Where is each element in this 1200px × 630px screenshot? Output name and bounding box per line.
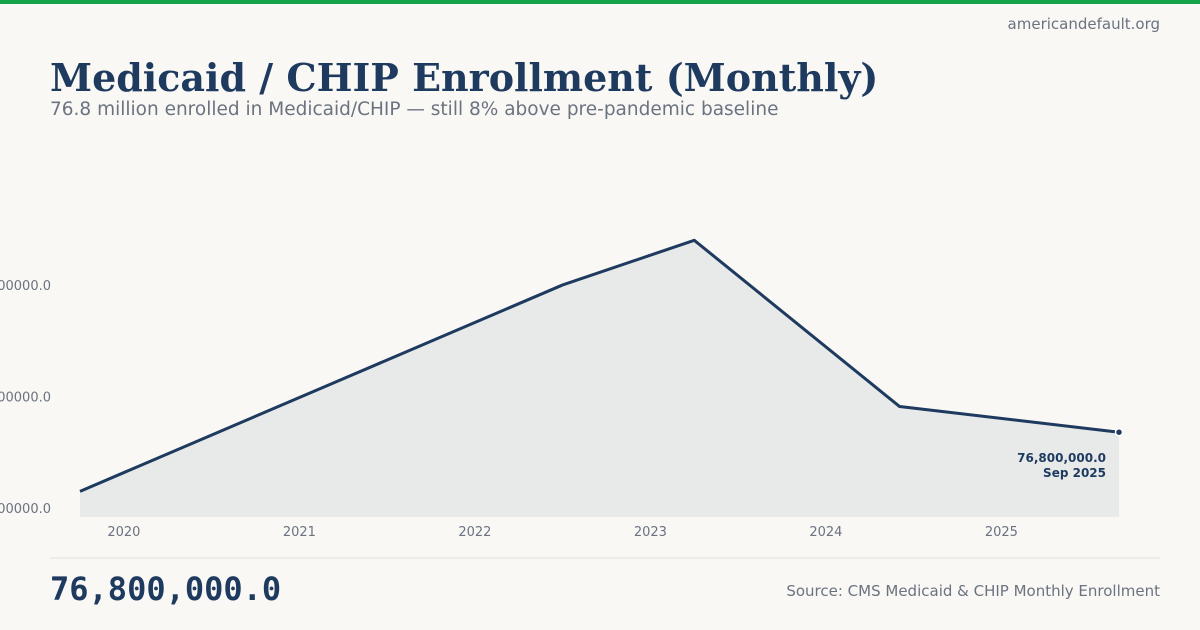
y-tick-label: 90000000.0 bbox=[0, 279, 51, 294]
annotation-date: Sep 2025 bbox=[1043, 466, 1106, 480]
chart-title: Medicaid / CHIP Enrollment (Monthly) bbox=[50, 55, 878, 100]
headline-value: 76,800,000.0 bbox=[50, 570, 281, 608]
annotation-value: 76,800,000.0 bbox=[1017, 451, 1106, 465]
site-name: americandefault.org bbox=[1008, 15, 1160, 33]
top-bar bbox=[0, 0, 1200, 4]
x-tick-label: 2021 bbox=[283, 525, 316, 540]
x-tick-label: 2023 bbox=[634, 525, 667, 540]
area-fill bbox=[80, 240, 1119, 518]
chart-subtitle: 76.8 million enrolled in Medicaid/CHIP —… bbox=[50, 99, 778, 120]
line bbox=[79, 238, 1120, 493]
y-tick-label: 70000000.0 bbox=[0, 502, 51, 517]
x-tick-label: 2020 bbox=[107, 525, 140, 540]
x-tick-label: 2022 bbox=[458, 525, 491, 540]
x-tick-label: 2025 bbox=[985, 525, 1018, 540]
end-point bbox=[1114, 427, 1124, 437]
y-tick-label: 80000000.0 bbox=[0, 391, 51, 406]
source: Source: CMS Medicaid & CHIP Monthly Enro… bbox=[786, 582, 1160, 600]
x-tick-label: 2024 bbox=[809, 525, 842, 540]
